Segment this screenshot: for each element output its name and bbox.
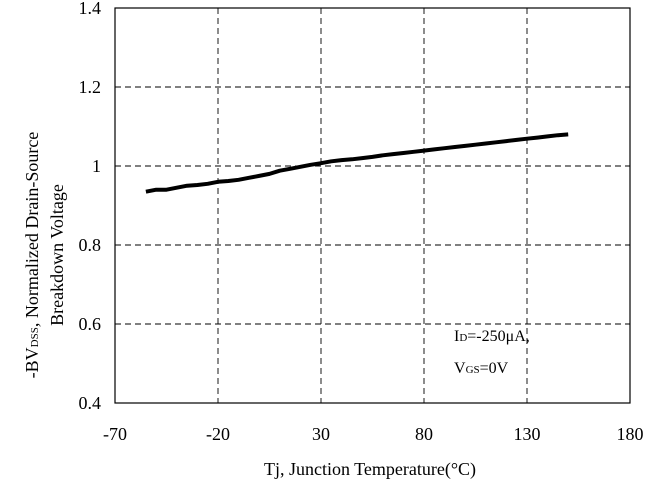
x-tick-label: 130 (514, 424, 541, 444)
annotation-current-sub: D (459, 332, 467, 344)
grid (115, 8, 630, 403)
y-axis-label-part: -BV (22, 347, 42, 378)
series-group (145, 132, 569, 194)
y-tick-label: 1.2 (79, 77, 102, 97)
y-tick-label: 0.6 (79, 314, 102, 334)
y-tick-label: 1 (92, 156, 101, 176)
annotation-current-value: =-250μA, (467, 328, 529, 345)
annotation-current-symbol: I (454, 328, 459, 345)
x-tick-labels: -70 -20 30 80 130 180 (103, 424, 644, 444)
x-tick-label: 30 (312, 424, 330, 444)
series-line (145, 132, 569, 194)
annotation: ID=-250μA, VGS=0V (454, 328, 530, 377)
y-tick-label: 1.4 (79, 0, 102, 18)
x-tick-label: 180 (617, 424, 644, 444)
annotation-voltage-symbol: V (454, 360, 466, 377)
y-axis-label-line2: Breakdown Voltage (47, 184, 67, 326)
plot-frame (114, 7, 631, 404)
svg-text:VGS=0V: VGS=0V (454, 360, 509, 377)
x-tick-label: -20 (206, 424, 230, 444)
y-axis-label-sub: DSS (29, 327, 41, 347)
annotation-voltage-value: =0V (480, 360, 509, 377)
x-tick-label: -70 (103, 424, 127, 444)
x-tick-label: 80 (415, 424, 433, 444)
annotation-voltage-sub: GS (466, 364, 480, 376)
y-tick-labels: 0.4 0.6 0.8 1 1.2 1.4 (79, 0, 102, 413)
svg-text:ID=-250μA,: ID=-250μA, (454, 328, 530, 345)
x-axis-label: Tj, Junction Temperature(°C) (264, 459, 476, 480)
y-axis-label-rest: , Normalized Drain-Source (22, 132, 42, 327)
y-tick-label: 0.8 (79, 235, 102, 255)
svg-text:-BVDSS, Normalized Drain-Sourc: -BVDSS, Normalized Drain-Source (22, 132, 42, 379)
y-tick-label: 0.4 (79, 393, 102, 413)
y-axis-label: -BVDSS, Normalized Drain-Source Breakdow… (22, 132, 67, 379)
